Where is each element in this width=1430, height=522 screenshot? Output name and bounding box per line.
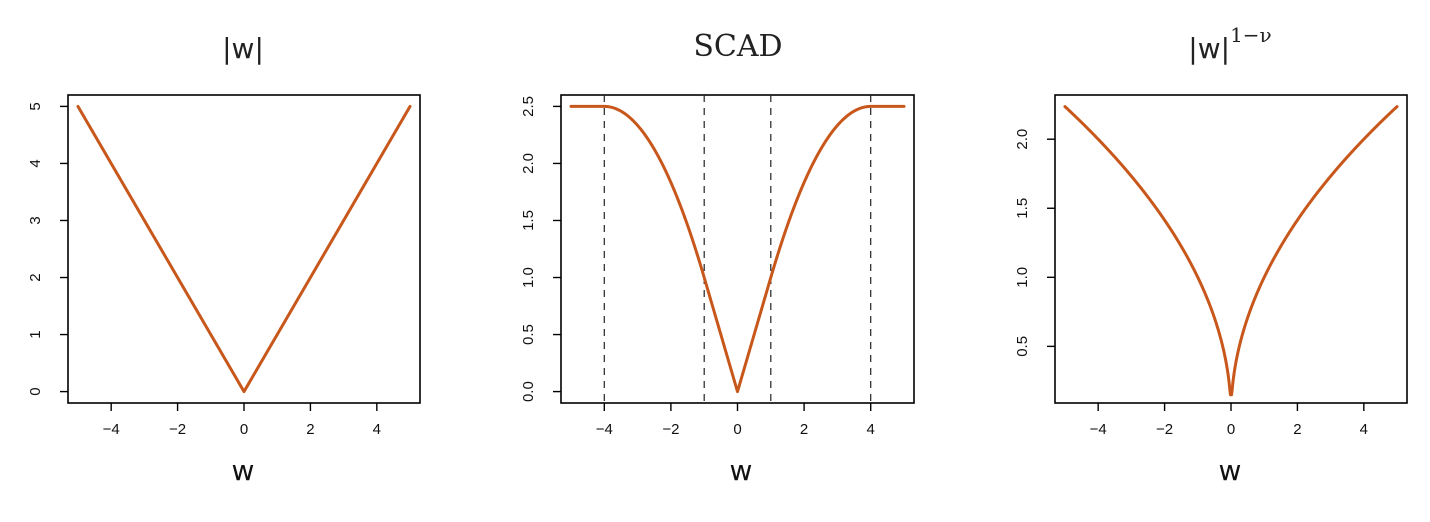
panel-abs-ytick-label: 1	[27, 330, 44, 338]
panel-scad-vlines	[603, 95, 872, 403]
panel-scad-frame	[560, 94, 915, 404]
panel-power-curves	[1063, 105, 1399, 397]
panel-power-title: |w|1−ν	[1188, 23, 1271, 65]
panel-power: |w|1−ν 0.5 1.0 1.5 2.0 −4 −2 0 2 4 w	[1014, 23, 1408, 487]
panel-power-ytick-label: 2.0	[1014, 129, 1031, 150]
panel-power-x-axis: −4 −2 0 2 4	[1090, 403, 1368, 438]
panel-power-ytick-label: 0.5	[1014, 336, 1031, 357]
panel-power-title-exponent: 1−ν	[1230, 23, 1272, 47]
panel-scad-ytick-label: 0.5	[520, 324, 537, 345]
panel-power-xtick-label: −2	[1156, 421, 1173, 438]
panel-abs-x-axis: −4 −2 0 2 4	[103, 403, 381, 438]
panel-abs-xlabel: w	[232, 454, 255, 487]
panel-abs-curve	[76, 104, 412, 394]
panel-power-xtick-label: 0	[1227, 421, 1235, 438]
panel-abs-title: |w|	[222, 32, 264, 65]
panel-abs-ytick-label: 4	[27, 159, 44, 167]
panel-abs-y-axis: 0 1 2 3 4 5	[27, 102, 68, 396]
panel-scad-title: SCAD	[693, 29, 782, 64]
panel-abs-xtick-label: 0	[240, 421, 248, 438]
panel-scad-xtick-label: 4	[867, 421, 875, 438]
panel-abs-ytick-label: 0	[27, 387, 44, 395]
panel-power-ytick-label: 1.5	[1014, 198, 1031, 219]
panel-scad-xtick-label: 0	[733, 421, 741, 438]
panel-power-ytick-label: 1.0	[1014, 267, 1031, 288]
panel-abs-curves	[76, 104, 412, 394]
panel-scad-xlabel: w	[730, 454, 753, 487]
panel-scad-curve	[569, 104, 906, 394]
panel-abs-xtick-label: 4	[373, 421, 381, 438]
panel-scad-ytick-label: 1.0	[520, 267, 537, 288]
panel-abs-xtick-label: −4	[103, 421, 120, 438]
panel-power-frame	[1054, 94, 1408, 404]
panel-scad-xtick-label: −2	[662, 421, 679, 438]
panel-power-xtick-label: −4	[1090, 421, 1107, 438]
panel-abs-ytick-label: 5	[27, 102, 44, 110]
panel-abs: |w| 0 1 2 3 4 5 −4 −2 0 2 4 w	[27, 32, 421, 487]
panel-abs-ytick-label: 3	[27, 216, 44, 224]
panel-scad-ytick-label: 1.5	[520, 210, 537, 231]
panel-scad-ytick-label: 2.5	[520, 96, 537, 117]
panel-power-xlabel: w	[1219, 454, 1242, 487]
panel-abs-xtick-label: 2	[306, 421, 314, 438]
panel-scad-ytick-label: 0.0	[520, 381, 537, 402]
panel-scad-xtick-label: −4	[596, 421, 613, 438]
panel-abs-xtick-label: −2	[169, 421, 186, 438]
panel-scad-x-axis: −4 −2 0 2 4	[596, 403, 875, 438]
panel-scad: SCAD 0.0 0.5 1.0 1.5 2.0 2.5 −4 −2 0 2 4 w	[520, 29, 915, 487]
panel-abs-frame	[67, 94, 421, 404]
panel-scad-ytick-label: 2.0	[520, 153, 537, 174]
panel-scad-y-axis: 0.0 0.5 1.0 1.5 2.0 2.5	[520, 96, 561, 402]
panel-scad-xtick-label: 2	[800, 421, 808, 438]
panel-power-xtick-label: 4	[1360, 421, 1368, 438]
panel-scad-curves	[569, 104, 906, 394]
panel-power-y-axis: 0.5 1.0 1.5 2.0	[1014, 129, 1055, 357]
panel-abs-ytick-label: 2	[27, 273, 44, 281]
panel-power-title-base: |w|	[1188, 32, 1230, 65]
panel-power-xtick-label: 2	[1293, 421, 1301, 438]
panel-power-curve	[1063, 105, 1399, 397]
